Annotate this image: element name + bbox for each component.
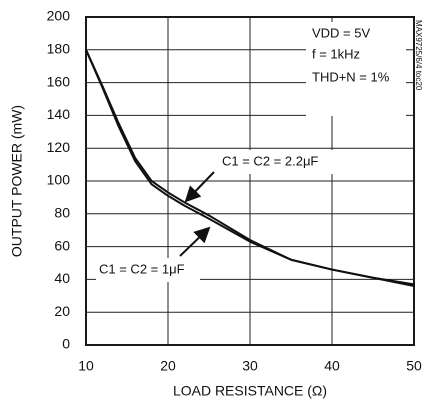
x-tick-label: 40 (324, 358, 340, 374)
annotation: THD+N = 1% (312, 69, 390, 84)
annotation-bg (306, 22, 406, 116)
y-tick-label: 180 (47, 41, 71, 57)
y-tick-label: 100 (47, 172, 71, 188)
x-tick-label: 30 (242, 358, 258, 374)
y-tick-label: 140 (47, 106, 71, 122)
arrow (179, 226, 211, 257)
label-bg (219, 150, 333, 174)
arrow (184, 171, 215, 203)
annotation: f = 1kHz (312, 46, 360, 61)
series-label: C1 = C2 = 2.2μF (222, 153, 318, 168)
side-note: MAX9725/6/4 toc20 (414, 20, 423, 91)
y-tick-label: 0 (62, 336, 70, 352)
y-axis-label: OUTPUT POWER (mW) (9, 105, 25, 257)
y-tick-label: 200 (47, 8, 71, 24)
y-tick-label: 60 (54, 237, 70, 253)
x-tick-label: 10 (78, 358, 94, 374)
y-tick-label: 40 (54, 270, 70, 286)
y-tick-label: 120 (47, 139, 71, 155)
y-tick-label: 80 (54, 205, 70, 221)
x-tick-label: 50 (406, 358, 422, 374)
annotation: VDD = 5V (312, 25, 370, 40)
label-bg (96, 258, 200, 282)
x-axis-label: LOAD RESISTANCE (Ω) (173, 383, 327, 399)
series-label: C1 = C2 = 1μF (99, 261, 185, 276)
lines (85, 49, 415, 287)
x-tick-label: 20 (160, 358, 176, 374)
y-tick-label: 20 (54, 303, 70, 319)
series-line (85, 49, 415, 287)
y-tick-label: 160 (47, 73, 71, 89)
